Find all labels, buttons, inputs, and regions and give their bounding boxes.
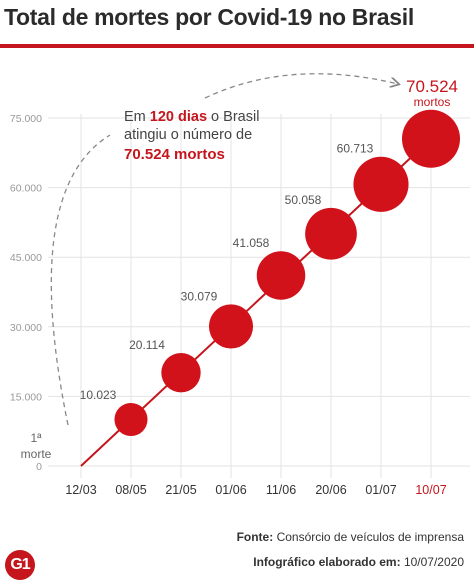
y-tick-label: 15.000: [10, 391, 42, 403]
data-bubble: [161, 352, 201, 393]
last-value-label: 70.524: [406, 77, 458, 96]
source-line: Fonte: Consórcio de veículos de imprensa: [237, 530, 464, 544]
x-tick-label: 20/06: [315, 483, 346, 497]
first-death-label-1: 1ª: [30, 431, 42, 445]
value-label: 41.058: [233, 236, 270, 250]
x-tick-label: 01/07: [365, 483, 396, 497]
x-tick-label: 01/06: [215, 483, 246, 497]
source-text: Consórcio de veículos de imprensa: [276, 530, 464, 544]
page-title: Total de mortes por Covid-19 no Brasil: [4, 4, 414, 30]
source-label: Fonte:: [236, 530, 274, 544]
value-label: 10.023: [80, 388, 117, 402]
data-bubble: [353, 156, 409, 212]
data-bubble: [402, 109, 460, 168]
dashed-arc-right: [204, 73, 398, 99]
x-tick-label: 21/05: [165, 483, 196, 497]
value-label: 30.079: [181, 289, 218, 303]
last-unit-label: mortos: [414, 95, 451, 109]
data-bubble: [208, 304, 254, 349]
annotation-line-1: Em 120 dias o Brasil: [124, 109, 259, 125]
y-tick-label: 0: [36, 461, 42, 473]
first-death-label-2: morte: [21, 447, 52, 461]
data-bubble: [305, 207, 357, 260]
x-tick-label: 10/07: [415, 483, 446, 497]
y-tick-label: 30.000: [10, 322, 42, 334]
x-tick-label: 12/03: [65, 483, 96, 497]
value-label: 50.058: [285, 193, 322, 207]
annotation-mid: o Brasil: [207, 109, 259, 125]
credit-label: Infográfico elaborado em:: [253, 555, 401, 569]
value-label: 60.713: [337, 142, 374, 156]
x-tick-label: 08/05: [115, 483, 146, 497]
data-bubble: [256, 251, 306, 300]
credit-date: 10/07/2020: [403, 555, 464, 569]
annotation-line-2: atingiu o número de: [124, 127, 252, 143]
value-label: 20.114: [129, 338, 165, 352]
annotation-line-3: 70.524 mortos: [124, 146, 225, 163]
x-tick-label: 11/06: [266, 483, 296, 497]
y-tick-label: 60.000: [10, 183, 42, 195]
g1-logo: G1: [5, 550, 35, 580]
credit-line: Infográfico elaborado em: 10/07/2020: [253, 555, 464, 569]
data-bubble: [114, 402, 148, 437]
annotation-pre: Em: [124, 109, 150, 125]
y-tick-label: 75.000: [10, 113, 42, 125]
annotation-days: 120 dias: [150, 109, 207, 125]
dashed-arc-left: [50, 134, 111, 426]
y-tick-label: 45.000: [10, 252, 42, 264]
title-underline: [0, 44, 474, 48]
